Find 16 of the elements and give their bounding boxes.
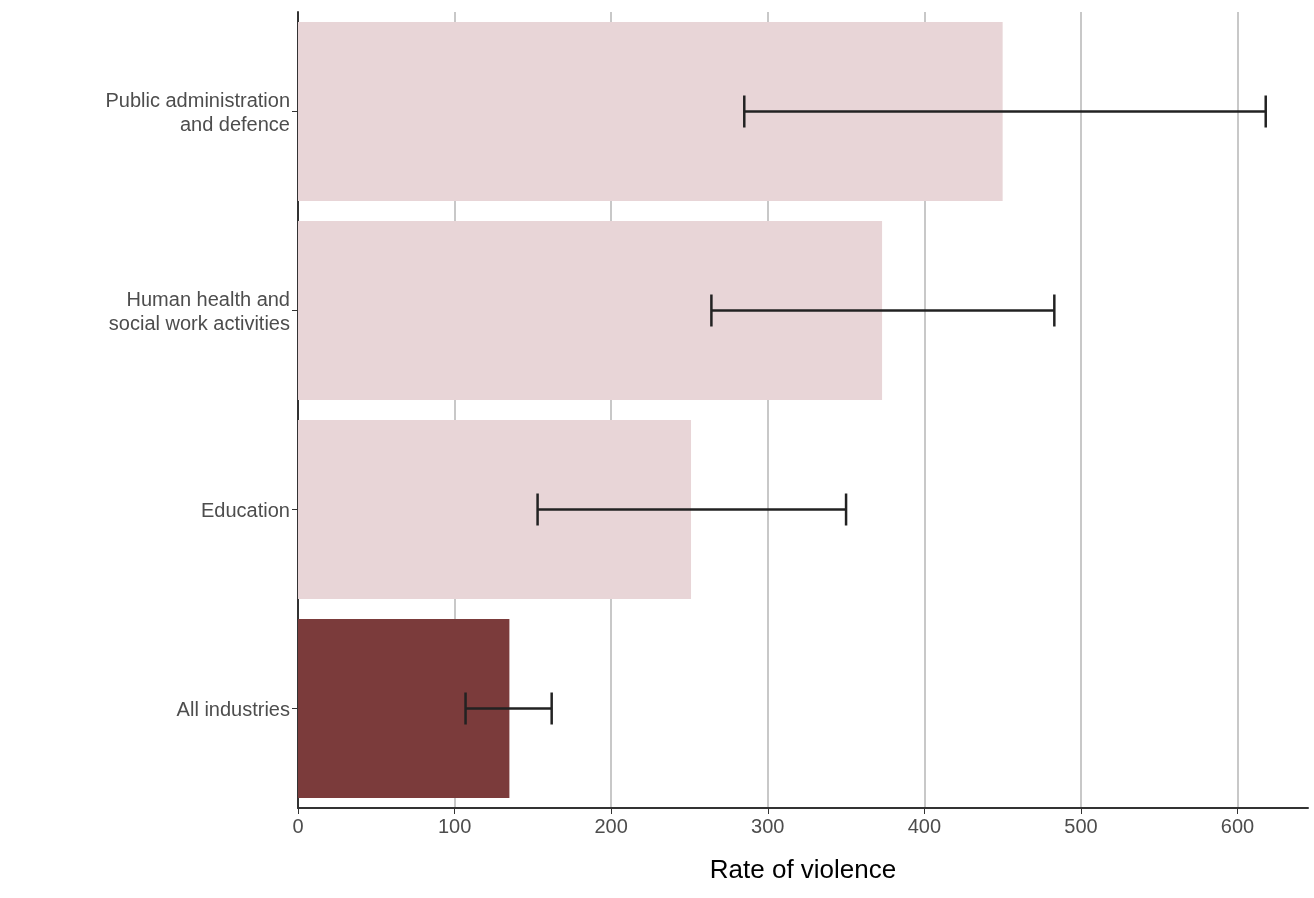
x-tick-label: 300 [751, 815, 785, 837]
bar [298, 21, 1003, 202]
y-tick-label: Education [201, 498, 290, 521]
x-tick-label: 0 [292, 815, 304, 837]
y-tick-label: All industries [176, 697, 290, 720]
bar [298, 618, 510, 799]
x-tick-label: 200 [594, 815, 628, 837]
x-tick-label: 400 [907, 815, 942, 837]
y-tick-label: Public administration and defence [105, 88, 290, 135]
x-tick-label: 100 [437, 815, 472, 837]
x-axis-title: Rate of violence [709, 854, 897, 884]
x-tick-label: 600 [1220, 815, 1255, 837]
bar [298, 220, 883, 401]
bar [298, 419, 692, 600]
x-tick-label: 500 [1064, 815, 1098, 837]
y-tick-label: Human health and social work activities [108, 287, 290, 334]
